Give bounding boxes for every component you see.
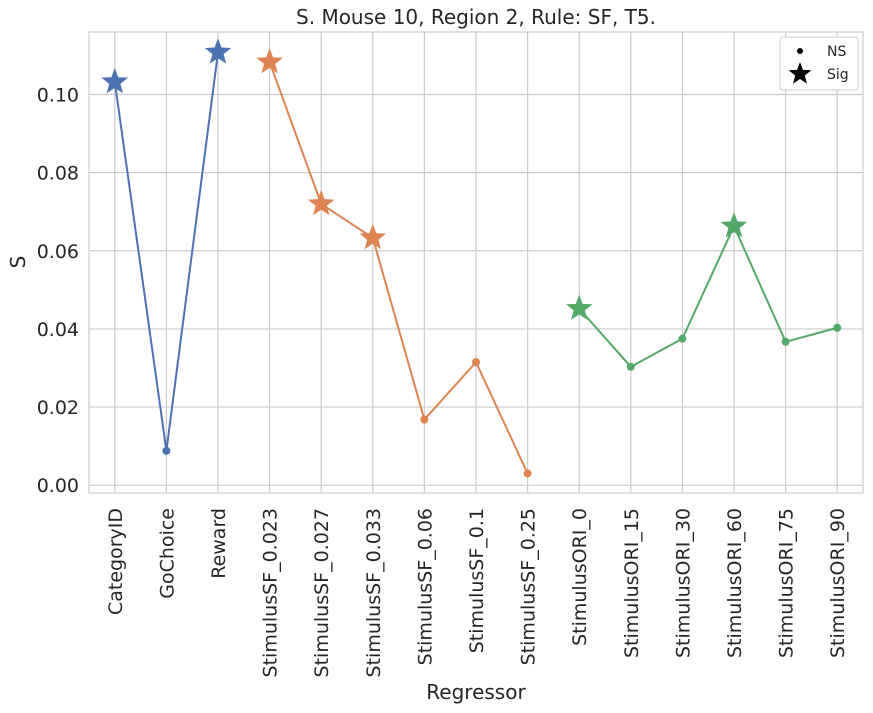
y-tick-label: 0.04 — [37, 319, 79, 341]
sig-star-marker — [359, 223, 387, 250]
x-tick-label: StimulusSF_0.033 — [363, 508, 385, 677]
series-line — [578, 223, 838, 369]
y-tick-label: 0.00 — [37, 475, 79, 497]
series-layer — [101, 38, 842, 478]
x-axis-label: Regressor — [426, 680, 526, 704]
sig-star-marker — [565, 294, 593, 320]
x-tick-label: StimulusSF_0.25 — [518, 508, 540, 665]
ns-dot-marker — [472, 358, 480, 367]
ns-dot-marker — [781, 337, 790, 346]
x-tick-label: StimulusORI_60 — [724, 508, 746, 658]
x-tick-labels: CategoryID GoChoice Reward StimulusSF_0.023… — [105, 508, 849, 677]
y-tick-label: 0.02 — [37, 397, 79, 419]
legend-ns-label: NS — [827, 44, 846, 60]
grid — [89, 32, 863, 493]
x-tick-label: StimulusORI_0 — [569, 508, 591, 646]
x-tick-label: CategoryID — [105, 508, 127, 615]
sig-star-marker — [720, 212, 748, 238]
x-tick-label: Reward — [208, 508, 230, 579]
ns-dot-marker — [678, 334, 687, 343]
x-tick-label: StimulusSF_0.06 — [414, 508, 436, 665]
ns-dot-marker — [626, 362, 635, 371]
x-tick-label: GoChoice — [156, 508, 178, 599]
legend: NS Sig — [779, 36, 859, 91]
x-tick-label: StimulusSF_0.027 — [311, 508, 333, 677]
x-tick-label: StimulusSF_0.1 — [466, 508, 488, 653]
x-tick-label: StimulusORI_30 — [672, 508, 694, 658]
sig-star-marker — [101, 68, 129, 94]
plot-area-frame — [88, 31, 864, 494]
sig-star-marker — [204, 38, 232, 64]
y-tick-label: 0.06 — [37, 241, 79, 263]
y-axis-label: S — [6, 256, 30, 269]
x-tick-label: StimulusORI_15 — [621, 508, 643, 658]
y-tick-label: 0.08 — [37, 163, 79, 185]
x-tick-label: StimulusSF_0.023 — [260, 508, 282, 677]
ns-dot-marker — [420, 415, 429, 424]
y-tick-labels: 0.00 0.02 0.04 0.06 0.08 0.10 — [37, 85, 79, 498]
series-line — [268, 61, 529, 474]
ns-dot-marker — [523, 469, 532, 478]
ns-dot-marker — [162, 446, 171, 455]
legend-ns-marker — [797, 48, 803, 54]
x-tick-label: StimulusORI_90 — [827, 508, 849, 658]
x-tick-label: StimulusORI_75 — [776, 508, 798, 658]
legend-sig-label: Sig — [827, 67, 849, 83]
y-tick-label: 0.10 — [37, 85, 79, 107]
ns-dot-marker — [833, 323, 842, 332]
sig-star-marker — [307, 189, 335, 216]
legend-sig-marker — [788, 62, 812, 84]
chart-title: S. Mouse 10, Region 2, Rule: SF, T5. — [296, 5, 656, 29]
sig-star-marker — [256, 48, 283, 74]
